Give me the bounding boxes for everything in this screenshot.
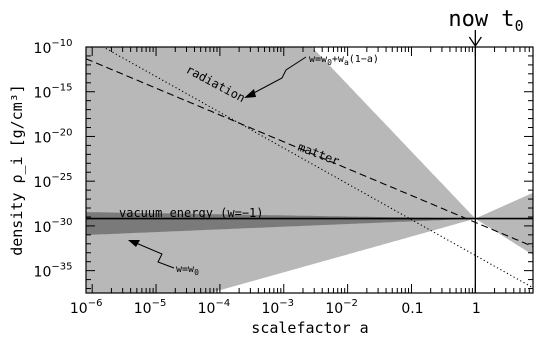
x-tick-label: 10−6: [70, 298, 103, 317]
vacuum-energy-label: vacuum energy (w=−1): [119, 206, 264, 220]
w0-arrow: [135, 242, 175, 269]
y-tick-label: 10−15: [34, 83, 73, 102]
x-tick-label: 10−5: [134, 298, 167, 317]
plot-frame: [85, 46, 534, 294]
x-tick-label: 0.1: [401, 301, 423, 317]
now-label: now t0: [448, 7, 523, 35]
w0-arrowhead: [128, 240, 140, 247]
formula-arrowhead: [244, 89, 256, 98]
matter-line: [86, 58, 533, 248]
plot-border: [85, 46, 534, 294]
y-tick-label: 10−35: [34, 262, 73, 281]
band-formula-label: w=w0+wa(1−a): [309, 54, 379, 67]
x-axis-title: scalefactor a: [251, 319, 368, 337]
x-tick-label: 10−3: [261, 298, 294, 317]
y-tick-label: 10−25: [34, 172, 73, 191]
w0-label: w=w0: [176, 264, 199, 277]
band-w0-wa: [86, 47, 533, 293]
y-tick-label: 10−10: [34, 38, 73, 57]
formula-arrow: [249, 56, 307, 96]
x-tick-label: 10−2: [325, 298, 358, 317]
now-arrowhead: [468, 36, 482, 48]
y-axis-title: density ρ_i [g/cm³]: [8, 84, 26, 256]
axis-ticks: [86, 46, 534, 293]
density-lines: [86, 47, 533, 293]
x-tick-label: 1: [472, 301, 481, 317]
axis-tick-labels: 10−6 10−5 10−4 10−3 10−2 0.1 1 10−10 10−15 10−20 1…: [34, 38, 481, 317]
x-tick-label: 10−4: [198, 298, 231, 317]
y-tick-label: 10−20: [34, 127, 73, 146]
y-tick-label: 10−30: [34, 217, 73, 236]
